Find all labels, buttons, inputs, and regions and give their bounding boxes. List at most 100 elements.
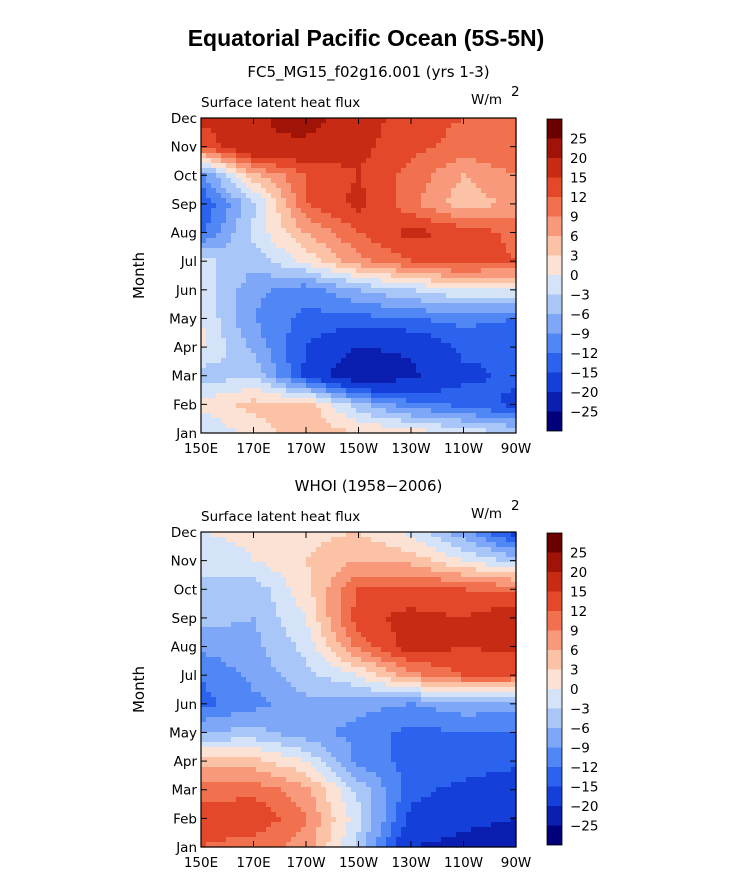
heatmap-cell — [296, 373, 302, 379]
heatmap-cell — [421, 143, 427, 149]
heatmap-cell — [511, 542, 517, 548]
heatmap-cell — [261, 552, 267, 558]
heatmap-cell — [331, 418, 337, 424]
heatmap-cell — [451, 338, 457, 344]
heatmap-cell — [481, 233, 487, 239]
heatmap-cell — [286, 208, 292, 214]
heatmap-cell — [366, 333, 372, 339]
heatmap-cell — [216, 148, 222, 154]
heatmap-cell — [511, 552, 517, 558]
heatmap-cell — [416, 288, 422, 294]
heatmap-cell — [286, 273, 292, 279]
heatmap-cell — [371, 233, 377, 239]
panel-model: FC5_MG15_f02g16.001 (yrs 1-3)Surface lat… — [130, 63, 599, 457]
heatmap-cell — [366, 557, 372, 563]
heatmap-cell — [466, 298, 472, 304]
heatmap-cell — [236, 557, 242, 563]
heatmap-cell — [336, 243, 342, 249]
heatmap-cell — [376, 133, 382, 139]
heatmap-cell — [486, 418, 492, 424]
heatmap-cell — [436, 587, 442, 593]
heatmap-cell — [331, 178, 337, 184]
heatmap-cell — [251, 298, 257, 304]
heatmap-cell — [456, 288, 462, 294]
heatmap-cell — [281, 293, 287, 299]
heatmap-cell — [306, 323, 312, 329]
heatmap-cell — [346, 278, 352, 284]
heatmap-cell — [341, 293, 347, 299]
heatmap-cell — [486, 413, 492, 419]
heatmap-cell — [441, 393, 447, 399]
heatmap-cell — [336, 328, 342, 334]
heatmap-cell — [286, 373, 292, 379]
heatmap-cell — [441, 303, 447, 309]
heatmap-cell — [311, 592, 317, 598]
heatmap-cell — [246, 138, 252, 144]
heatmap-cell — [451, 118, 457, 124]
heatmap-cell — [511, 198, 517, 204]
heatmap-cell — [361, 173, 367, 179]
heatmap-cell — [231, 393, 237, 399]
heatmap-cell — [271, 542, 277, 548]
heatmap-cell — [486, 532, 492, 538]
heatmap-cell — [266, 268, 272, 274]
heatmap-cell — [476, 243, 482, 249]
heatmap-cell — [266, 353, 272, 359]
heatmap-cell — [426, 158, 432, 164]
heatmap-cell — [421, 188, 427, 194]
heatmap-cell — [381, 133, 387, 139]
heatmap-cell — [396, 228, 402, 234]
heatmap-cell — [461, 592, 467, 598]
heatmap-cell — [206, 123, 212, 129]
heatmap-cell — [376, 173, 382, 179]
heatmap-cell — [401, 348, 407, 354]
heatmap-cell — [486, 163, 492, 169]
heatmap-cell — [496, 328, 502, 334]
heatmap-cell — [301, 413, 307, 419]
heatmap-cell — [336, 373, 342, 379]
heatmap-cell — [311, 308, 317, 314]
heatmap-cell — [506, 383, 512, 389]
heatmap-cell — [496, 223, 502, 229]
heatmap-cell — [496, 577, 502, 583]
heatmap-cell — [256, 198, 262, 204]
heatmap-cell — [226, 303, 232, 309]
heatmap-cell — [501, 143, 507, 149]
heatmap-cell — [221, 418, 227, 424]
heatmap-cell — [296, 253, 302, 259]
heatmap-cell — [471, 577, 477, 583]
heatmap-cell — [406, 547, 412, 553]
heatmap-cell — [376, 363, 382, 369]
heatmap-cell — [266, 233, 272, 239]
heatmap-cell — [391, 602, 397, 608]
y-tick-label: May — [169, 311, 197, 327]
heatmap-cell — [231, 138, 237, 144]
heatmap-cell — [396, 148, 402, 154]
heatmap-cell — [501, 318, 507, 324]
heatmap-cell — [256, 383, 262, 389]
heatmap-cell — [446, 128, 452, 134]
heatmap-cell — [371, 123, 377, 129]
heatmap-cell — [496, 358, 502, 364]
heatmap-cell — [236, 408, 242, 414]
heatmap-cell — [451, 233, 457, 239]
heatmap-cell — [431, 403, 437, 409]
heatmap-cell — [226, 188, 232, 194]
heatmap-cell — [341, 263, 347, 269]
heatmap-cell — [211, 123, 217, 129]
heatmap-cell — [426, 268, 432, 274]
heatmap-cell — [486, 198, 492, 204]
heatmap-cell — [356, 552, 362, 558]
heatmap-cell — [386, 363, 392, 369]
heatmap-cell — [231, 557, 237, 563]
heatmap-cell — [341, 383, 347, 389]
heatmap-cell — [426, 188, 432, 194]
heatmap-cell — [321, 258, 327, 264]
heatmap-cell — [416, 278, 422, 284]
heatmap-cell — [511, 293, 517, 299]
heatmap-cell — [256, 178, 262, 184]
heatmap-cell — [251, 188, 257, 194]
heatmap-cell — [221, 123, 227, 129]
heatmap-cell — [471, 258, 477, 264]
heatmap-cell — [261, 313, 267, 319]
